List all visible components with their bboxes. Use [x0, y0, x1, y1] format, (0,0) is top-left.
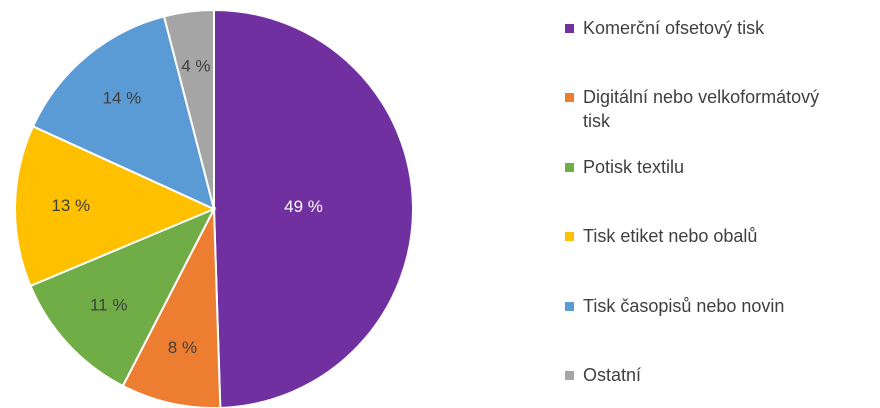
- legend-label: Ostatní: [583, 365, 642, 385]
- legend-entry: Potisk textilu: [565, 155, 820, 179]
- legend-entry: Ostatní: [565, 363, 820, 387]
- legend-entry: Tisk etiket nebo obalů: [565, 224, 820, 248]
- legend-swatch: [565, 24, 574, 33]
- legend-label: Tisk časopisů nebo novin: [583, 295, 785, 316]
- legend-swatch: [565, 371, 574, 380]
- legend-entry: Digitální nebo velkoformátový tisk: [565, 85, 820, 133]
- legend-label: Digitální nebo velkoformátový tisk: [583, 87, 820, 132]
- legend-swatch: [565, 93, 574, 103]
- data-label: 8 %: [168, 338, 197, 357]
- legend-entry: Tisk časopisů nebo novin: [565, 294, 820, 318]
- legend-swatch: [565, 232, 574, 242]
- legend-label: Komerční ofsetový tisk: [583, 18, 765, 38]
- pie-chart: 49 % 8 % 11 % 13 % 14 % 4 %: [14, 8, 414, 408]
- legend-label: Potisk textilu: [583, 156, 685, 177]
- data-label: 13 %: [51, 196, 90, 215]
- data-label: 4 %: [181, 56, 210, 75]
- pie-slice: [213, 8, 414, 408]
- data-label: 14 %: [103, 89, 142, 108]
- legend-label: Tisk etiket nebo obalů: [583, 226, 758, 247]
- pie-slice: [162, 8, 215, 210]
- pie-slice: [29, 207, 217, 388]
- pie-slice: [14, 125, 217, 288]
- legend-entry: Komerční ofsetový tisk: [565, 16, 820, 40]
- data-label: 49 %: [284, 197, 323, 216]
- legend-swatch: [565, 301, 574, 311]
- legend-swatch: [565, 162, 574, 172]
- pie-slice: [31, 15, 216, 211]
- data-label: 11 %: [90, 296, 128, 315]
